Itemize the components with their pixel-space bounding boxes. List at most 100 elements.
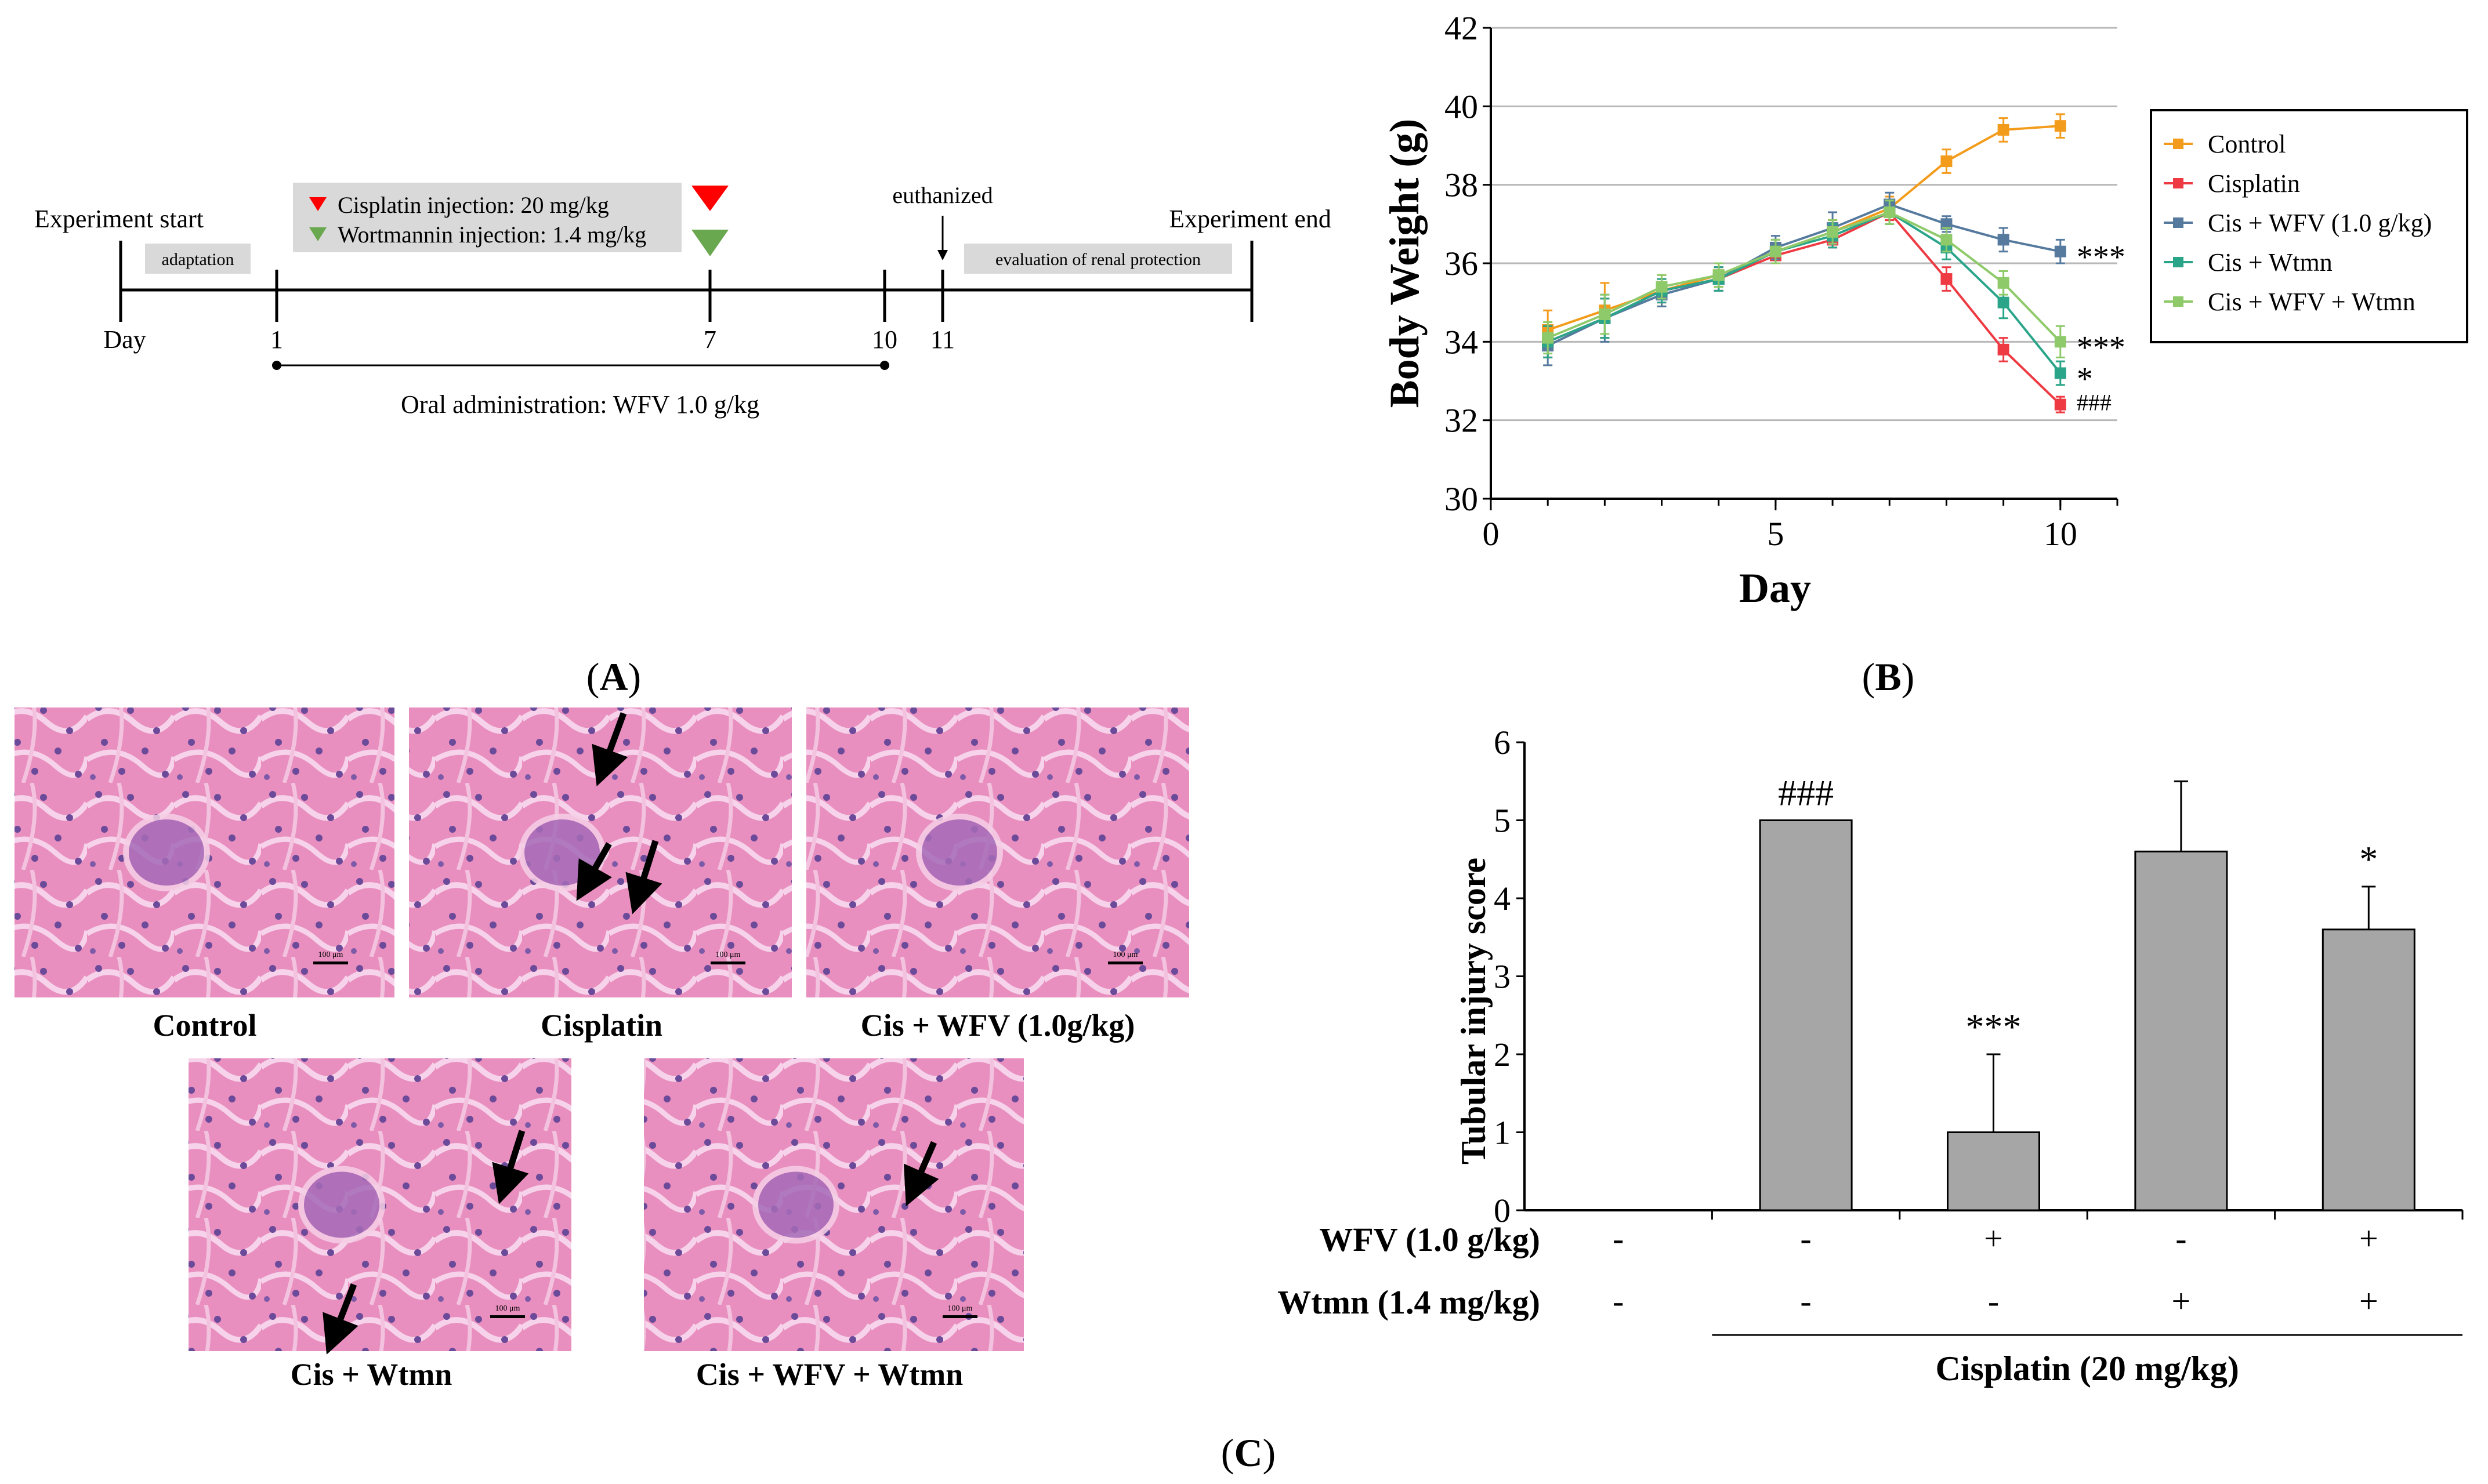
bar	[2322, 928, 2415, 1211]
scale-bar	[943, 1315, 977, 1318]
y-tick-label: 42	[1444, 9, 1478, 47]
wfv-sign: -	[1613, 1220, 1624, 1257]
bar-group: *	[2322, 839, 2415, 1211]
wfv-sign: -	[1800, 1220, 1811, 1257]
y-axis-title: Tubular injury score	[1454, 858, 1493, 1164]
micrograph-grid: 100 μm Control 100 μm Cisplatin 100 μm Cis + …	[15, 707, 1189, 1392]
series: ***	[1542, 191, 2125, 367]
data-point	[1884, 206, 1896, 219]
legend-swatch-marker	[2173, 257, 2183, 267]
timeline-day-tick: 1	[270, 325, 283, 354]
timeline-panel: Experiment start Experiment end adaptati…	[34, 182, 1331, 699]
scale-bar-label: 100 μm	[948, 1304, 973, 1313]
x-tick-label: 10	[2044, 515, 2077, 553]
data-point	[1940, 273, 1953, 285]
micrograph: 100 μm Cisplatin	[409, 707, 792, 1043]
data-point	[2054, 336, 2066, 348]
wtmn-sign: -	[1988, 1282, 1999, 1320]
cisplatin-group-label: Cisplatin (20 mg/kg)	[1936, 1349, 2239, 1388]
timeline-day-tick: 11	[930, 325, 955, 354]
experiment-start-label: Experiment start	[34, 205, 204, 233]
series-line	[1547, 211, 2062, 343]
lesion-arrow-icon	[903, 1141, 939, 1207]
micrograph-caption: Control	[153, 1008, 256, 1043]
legend-swatch-marker	[2173, 178, 2183, 188]
data-point	[1542, 332, 1554, 344]
lesion-arrow-icon	[492, 1130, 529, 1204]
glomerulus	[123, 814, 210, 891]
bar-chart-treatment-table: WFV (1.0 g/kg) Wtmn (1.4 mg/kg) - - + - + - - - + +…	[1277, 1220, 2462, 1388]
scale-bar	[1108, 961, 1143, 964]
legend-swatch-marker	[2173, 296, 2183, 307]
timeline-day-label: Day	[103, 325, 146, 354]
evaluation-box	[964, 244, 1232, 274]
series	[1542, 113, 2066, 351]
wfv-sign: -	[2175, 1220, 2186, 1257]
legend-box	[2150, 109, 2468, 343]
oral-admin-end-dot	[880, 361, 889, 370]
data-point	[2054, 398, 2066, 411]
significance-annotation: ***	[2077, 240, 2125, 275]
data-point	[1599, 308, 1611, 320]
panel-a-label: (A)	[586, 655, 641, 699]
line-chart-grid	[1491, 27, 2117, 422]
x-tick-label: 5	[1767, 515, 1784, 553]
y-tick-label: 40	[1444, 88, 1478, 125]
y-tick-label: 2	[1494, 1036, 1511, 1073]
oral-admin-start-dot	[272, 361, 281, 370]
panel-b-label: (B)	[1862, 655, 1915, 699]
cisplatin-marker-icon	[309, 197, 327, 211]
data-point	[1712, 269, 1725, 281]
line-chart-axes: 30 32 34 36 38 40 42 0 5 10 Day Body Weight (g)	[1381, 9, 2118, 611]
wtmn-sign: +	[2359, 1282, 2378, 1320]
micrograph: 100 μm Cis + WFV + Wtmn	[644, 1058, 1024, 1392]
y-tick-label: 30	[1444, 480, 1478, 518]
wtmn-sign: -	[1800, 1282, 1811, 1320]
bar-chart-axes: 0 1 2 3 4 5 6 Tubular injury score	[1454, 724, 2464, 1229]
legend-swatch-marker	[2173, 139, 2183, 149]
micrograph-caption: Cis + WFV + Wtmn	[696, 1357, 964, 1392]
micrograph: 100 μm Control	[15, 707, 394, 1043]
data-point	[1940, 218, 1953, 230]
wtmn-sign: -	[1613, 1282, 1624, 1320]
scale-bar-label: 100 μm	[716, 950, 741, 959]
data-point	[2054, 120, 2066, 132]
significance-annotation: ###	[2077, 390, 2112, 416]
line-chart-legend: Control Cisplatin Cis + WFV (1.0 g/kg) Cis …	[2150, 109, 2468, 343]
glomerulus	[916, 814, 1003, 891]
euthanized-label: euthanized	[892, 182, 993, 208]
bar-group: ###	[1759, 772, 1853, 1211]
lesion-arrow-icon	[323, 1283, 358, 1355]
wfv-sign: +	[1984, 1220, 2003, 1257]
timeline-day-tick: 7	[704, 325, 716, 354]
cisplatin-injection-arrow-icon	[691, 186, 729, 211]
significance-annotation: ***	[2077, 329, 2125, 365]
legend-swatch-marker	[2173, 217, 2183, 228]
y-tick-label: 5	[1494, 802, 1511, 840]
lesion-arrow-icon	[625, 840, 662, 915]
evaluation-label: evaluation of renal protection	[995, 250, 1201, 269]
series-line	[1547, 211, 2062, 374]
data-point	[1997, 234, 2009, 246]
row-label-wfv: WFV (1.0 g/kg)	[1319, 1221, 1540, 1258]
wfv-sign: +	[2359, 1220, 2378, 1257]
series-line	[1547, 203, 2061, 347]
y-tick-label: 6	[1494, 724, 1511, 761]
series-line	[1547, 125, 2060, 331]
bar-group	[2134, 780, 2228, 1211]
line-chart-series: ###*******	[1542, 113, 2125, 416]
timeline-day-tick: 10	[872, 325, 897, 354]
lesion-arrow-icon	[576, 842, 613, 901]
row-label-wtmn: Wtmn (1.4 mg/kg)	[1277, 1283, 1540, 1321]
micrograph: 100 μm Cis + Wtmn	[189, 1058, 571, 1392]
y-tick-label: 32	[1444, 402, 1478, 440]
data-point	[1997, 277, 2009, 289]
bar	[1947, 1131, 2040, 1211]
injection-legend-box	[293, 183, 682, 252]
wortmannin-injection-arrow-icon	[691, 230, 729, 256]
y-tick-label: 34	[1444, 323, 1478, 361]
data-point	[1997, 124, 2009, 136]
legend-label: Cis + WFV (1.0 g/kg)	[2208, 209, 2432, 237]
